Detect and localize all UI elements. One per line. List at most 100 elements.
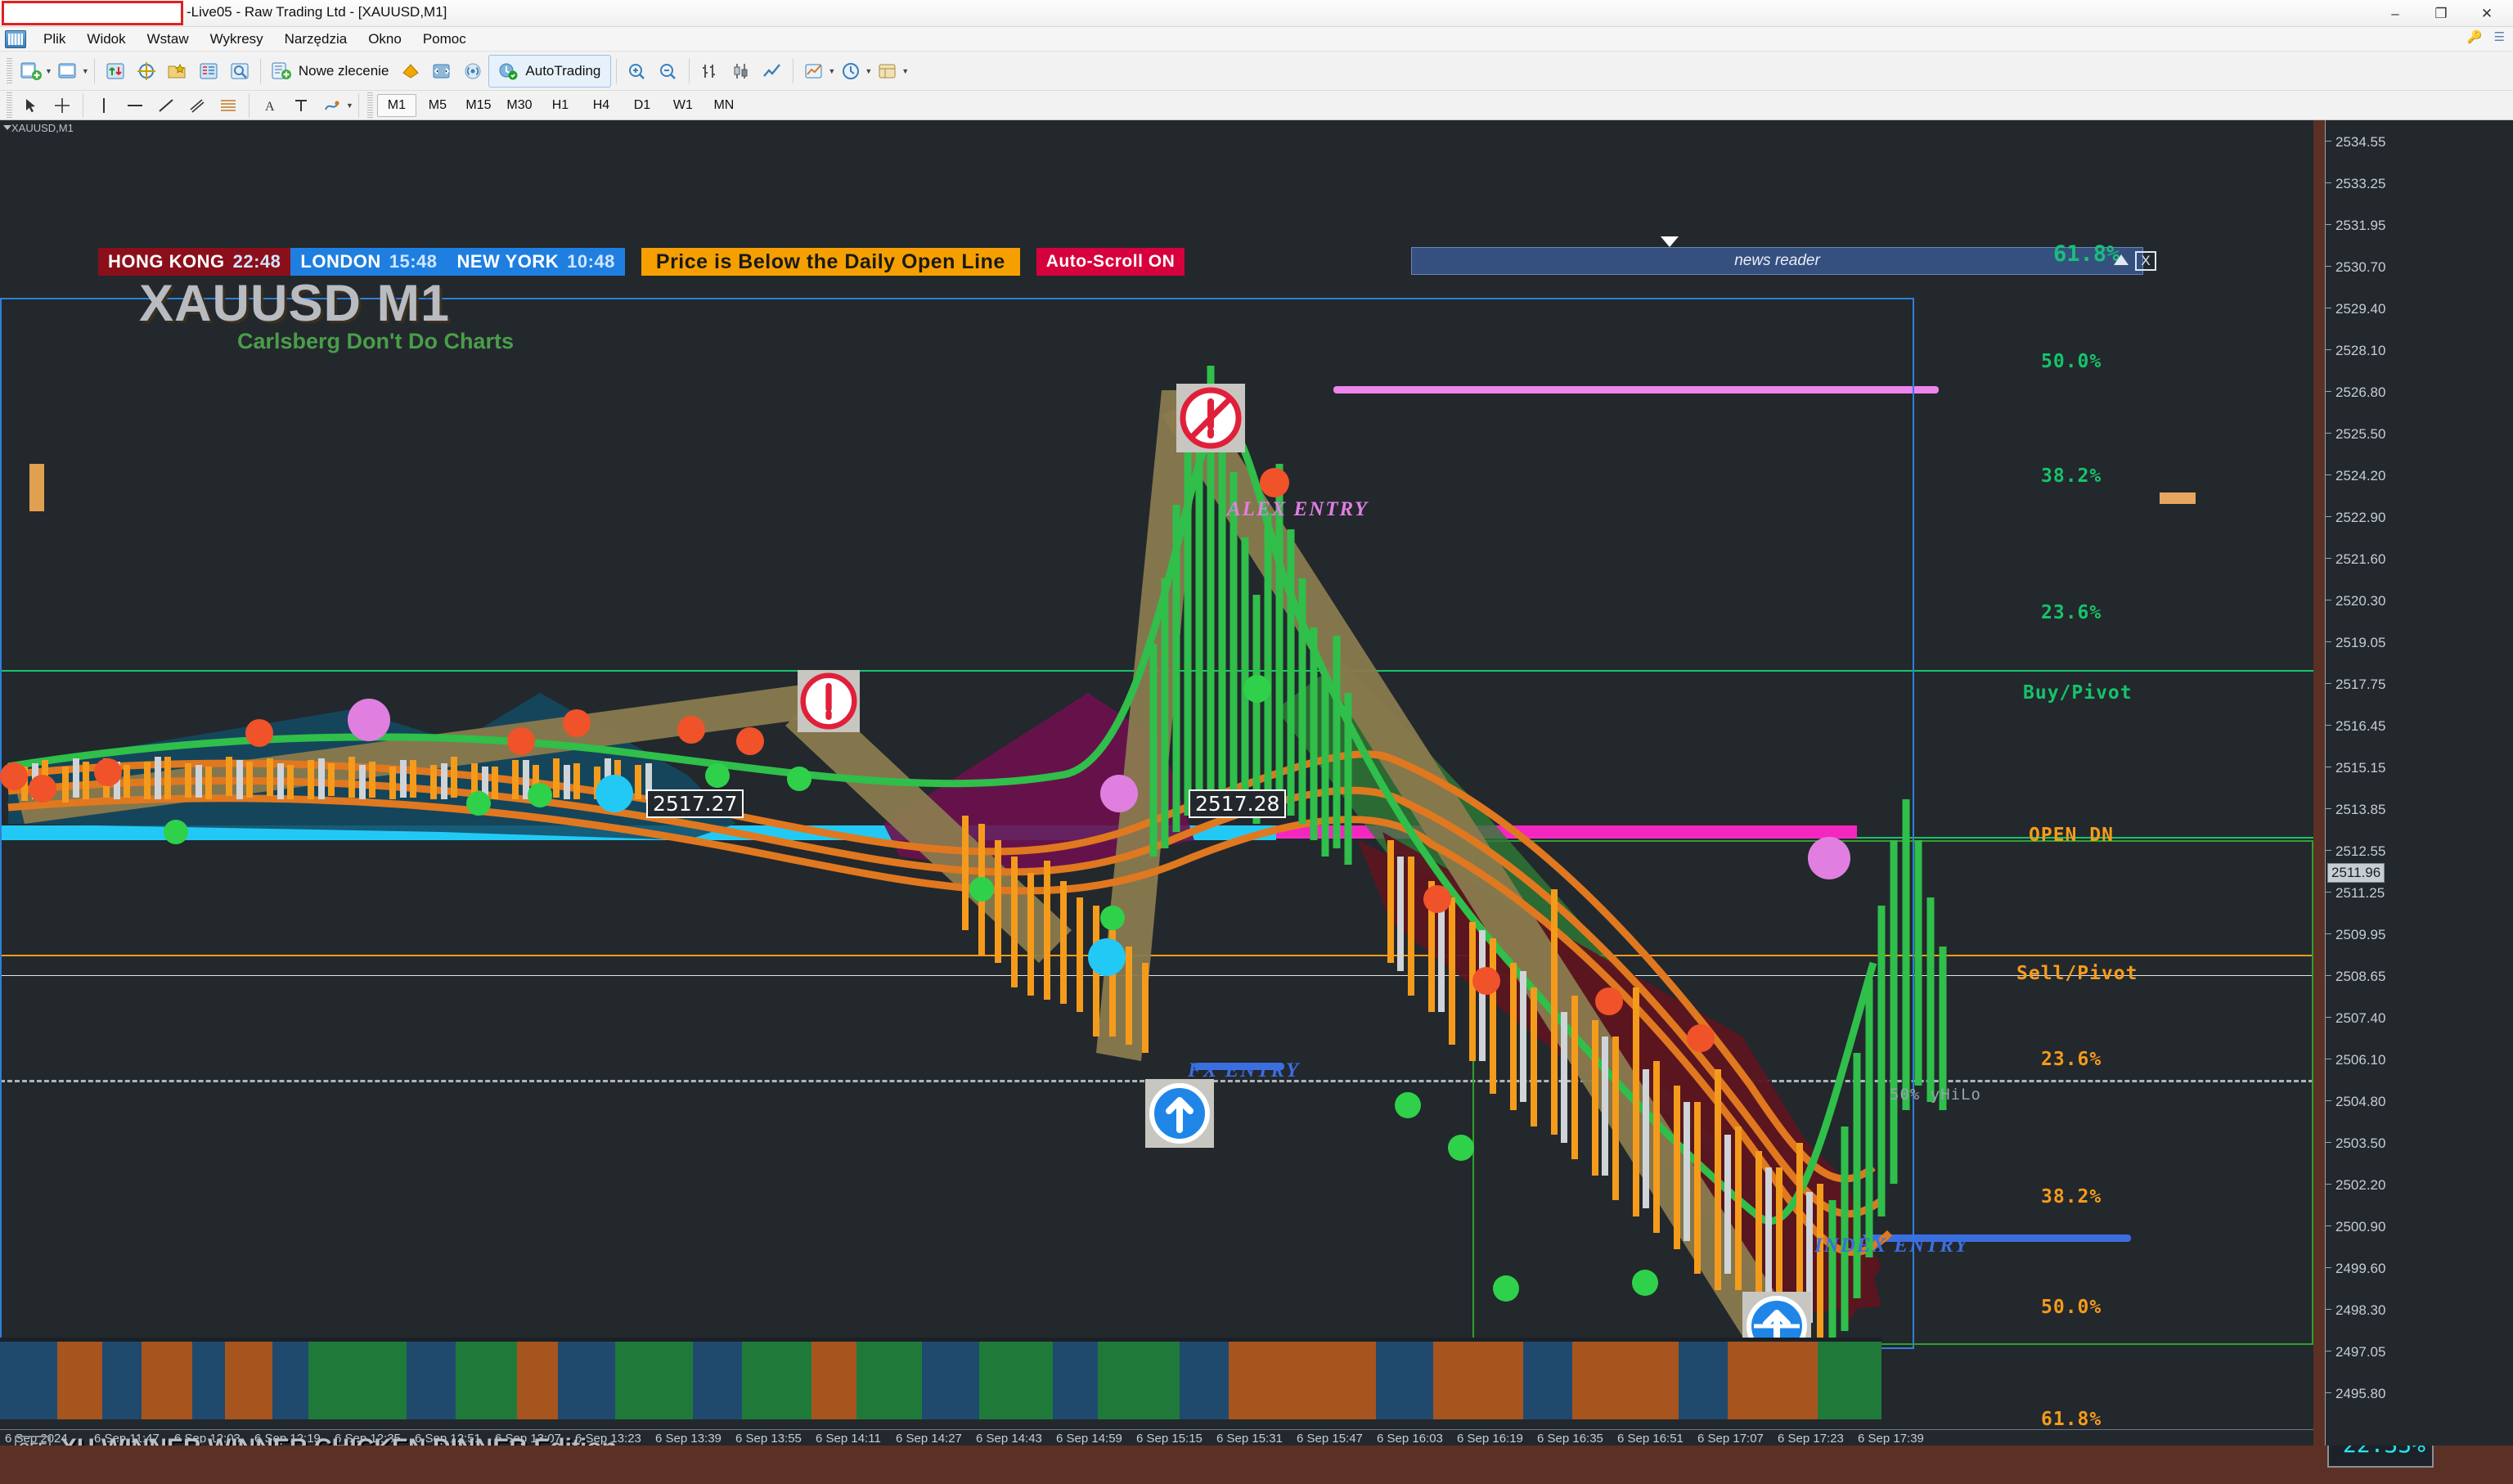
navigator-icon[interactable] xyxy=(163,56,192,86)
menu-item-okno[interactable]: Okno xyxy=(368,30,402,47)
level-buy-pivot: Buy/Pivot xyxy=(2023,682,2133,704)
menu-item-wykresy[interactable]: Wykresy xyxy=(209,30,263,47)
cursor-icon[interactable] xyxy=(16,91,46,120)
periodicity-dropdown-icon[interactable]: ▼ xyxy=(865,66,873,75)
price-scale[interactable]: 2534.55 2533.25 2531.95 2530.70 2529.40 … xyxy=(2313,120,2513,1446)
new-order-label[interactable]: Nowe zlecenie xyxy=(298,62,389,79)
toolbar-separator-3 xyxy=(616,58,618,83)
buy-dot-marker xyxy=(787,767,811,791)
menu-item-plik[interactable]: Plik xyxy=(43,30,66,47)
close-button[interactable]: ✕ xyxy=(2480,5,2493,21)
tf-h4[interactable]: H4 xyxy=(592,97,610,112)
metaeditor-icon[interactable] xyxy=(427,56,456,86)
channel-icon[interactable] xyxy=(182,91,212,120)
trendline-icon[interactable] xyxy=(151,91,181,120)
menu-item-pomoc[interactable]: Pomoc xyxy=(422,30,466,47)
time-tick: 6 Sep 16:03 xyxy=(1377,1432,1443,1446)
bar-chart-icon[interactable] xyxy=(695,56,725,86)
time-tick: 6 Sep 16:19 xyxy=(1457,1432,1523,1446)
menu-item-wstaw[interactable]: Wstaw xyxy=(146,30,189,47)
crosshair-icon[interactable] xyxy=(47,91,77,120)
drawing-toolbar: A ▼ M1 M5 M15 M30 H1 H4 D1 W1 MN xyxy=(0,91,2513,120)
tf-m1[interactable]: M1 xyxy=(376,93,416,117)
buy-dot-marker xyxy=(1100,906,1125,930)
news-reader-close-icon[interactable]: X xyxy=(2135,251,2156,271)
news-reader-up-icon[interactable] xyxy=(2114,254,2129,265)
horizontal-line-icon[interactable] xyxy=(120,91,150,120)
indicators-dropdown-icon[interactable]: ▼ xyxy=(828,66,836,75)
key-icon[interactable]: 🔑 xyxy=(2466,30,2483,44)
chart-tab-arrow-icon[interactable] xyxy=(3,125,11,130)
time-tick: 6 Sep 14:59 xyxy=(1056,1432,1122,1446)
tf-d1[interactable]: D1 xyxy=(633,97,651,112)
price-chart[interactable]: XAUUSD,M1 xyxy=(0,120,2313,1446)
mql-community-icon[interactable] xyxy=(396,56,425,86)
indicators-icon[interactable] xyxy=(799,56,829,86)
tf-h1[interactable]: H1 xyxy=(551,97,569,112)
candle-chart-icon[interactable] xyxy=(726,56,756,86)
draw-sep-2 xyxy=(249,92,250,118)
current-price-marker: 2511.96 xyxy=(2327,863,2385,883)
text-label-icon[interactable] xyxy=(286,91,316,120)
profiles-dropdown-icon[interactable]: ▼ xyxy=(81,66,89,75)
autotrading-button[interactable]: AutoTrading xyxy=(488,54,612,88)
buy-dot-marker xyxy=(705,763,730,788)
chart-workspace: XAUUSD,M1 xyxy=(0,120,2513,1484)
sell-signal-icon[interactable] xyxy=(1176,384,1245,452)
main-toolbar: ▼ ▼ Nowe zlecenie AutoTrading xyxy=(0,52,2513,91)
signals-icon[interactable] xyxy=(458,56,488,86)
menu-bar: Plik Widok Wstaw Wykresy Narzędzia Okno … xyxy=(0,27,2513,52)
maximize-button[interactable]: ❐ xyxy=(2434,5,2448,21)
tf-mn[interactable]: MN xyxy=(713,97,735,112)
tf-m30[interactable]: M30 xyxy=(506,97,533,112)
text-icon[interactable]: A xyxy=(255,91,285,120)
time-tick: 6 Sep 12:19 xyxy=(254,1432,321,1446)
drawing-toolbar-grip[interactable] xyxy=(7,92,12,119)
templates-dropdown-icon[interactable]: ▼ xyxy=(901,66,910,75)
minimize-button[interactable]: – xyxy=(2391,5,2399,21)
market-watch-icon[interactable] xyxy=(101,56,130,86)
zoom-in-icon[interactable] xyxy=(623,56,652,86)
time-tick: 6 Sep 11:47 xyxy=(94,1432,160,1446)
strategy-tester-icon[interactable] xyxy=(225,56,254,86)
zoom-out-icon[interactable] xyxy=(654,56,683,86)
sell-dot-marker xyxy=(1423,885,1451,913)
price-tick: 2503.50 xyxy=(2335,1135,2386,1151)
menu-item-narzedzia[interactable]: Narzędzia xyxy=(284,30,348,47)
alex-entry-label: ALEX ENTRY xyxy=(1227,498,1369,520)
templates-icon[interactable] xyxy=(873,56,902,86)
terminal-icon[interactable] xyxy=(194,56,223,86)
vertical-line-icon[interactable] xyxy=(89,91,119,120)
tf-m15[interactable]: M15 xyxy=(465,97,492,112)
menu-item-widok[interactable]: Widok xyxy=(87,30,126,47)
time-tick: 6 Sep 15:15 xyxy=(1136,1432,1203,1446)
tf-m5[interactable]: M5 xyxy=(428,97,447,112)
arrows-icon[interactable] xyxy=(317,91,347,120)
tf-w1[interactable]: W1 xyxy=(672,97,693,112)
autotrading-label: AutoTrading xyxy=(525,62,601,79)
buy-dot-marker xyxy=(969,877,994,902)
sell-signal-icon[interactable] xyxy=(798,670,860,732)
fibonacci-icon[interactable] xyxy=(214,91,243,120)
session-london: LONDON 15:48 xyxy=(290,248,447,276)
line-chart-icon[interactable] xyxy=(757,56,787,86)
chart-tab[interactable]: XAUUSD,M1 xyxy=(0,120,2313,138)
session-hk-name: HONG KONG xyxy=(108,251,225,272)
price-tick: 2530.70 xyxy=(2335,259,2386,275)
data-window-icon[interactable] xyxy=(132,56,161,86)
off-toggle-badge[interactable]: OFF xyxy=(15,1436,51,1446)
window-title: -Live05 - Raw Trading Ltd - [XAUUSD,M1] xyxy=(187,4,447,20)
arrows-dropdown-icon[interactable]: ▼ xyxy=(346,101,353,110)
new-order-icon[interactable] xyxy=(267,56,296,86)
buy-signal-icon[interactable] xyxy=(1145,1079,1214,1148)
new-chart-dropdown-icon[interactable]: ▼ xyxy=(45,66,52,75)
toolbar-grip[interactable] xyxy=(7,57,12,84)
new-chart-icon[interactable] xyxy=(16,56,46,86)
news-reader-bar[interactable]: news reader xyxy=(1411,247,2143,275)
profiles-icon[interactable] xyxy=(53,56,83,86)
periodicity-icon[interactable] xyxy=(836,56,865,86)
timeframe-grip[interactable] xyxy=(366,92,373,119)
price-tag-left: 2517.27 xyxy=(646,789,744,818)
expand-icon[interactable]: ☰ xyxy=(2493,30,2505,44)
buy-dot-marker xyxy=(1243,675,1271,703)
